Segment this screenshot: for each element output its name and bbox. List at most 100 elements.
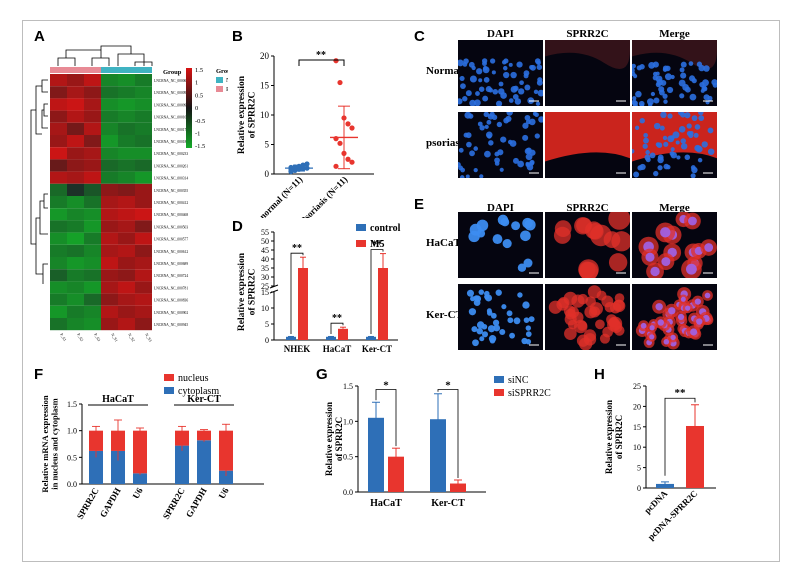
nucleus [495,100,503,106]
y-tick-label: 25 [261,282,269,291]
heatmap-cell [101,159,118,172]
nucleus [653,97,660,104]
nucleus [698,112,704,116]
colorbar-tick-label: 1 [195,80,198,87]
nucleus [524,148,532,155]
nucleus [481,323,488,330]
nucleus [670,334,676,341]
nucleus [523,70,530,76]
legend-swatch [164,387,174,394]
y-axis-label-line: Relative expression [237,252,247,331]
nucleus [680,296,686,302]
heatmap-cell [50,98,67,111]
chart-g: 0.0 0.5 1.0 1.5 Relative expressionof SPRR2C… [324,375,551,509]
bar-segment [175,430,189,446]
bar [686,425,704,488]
nucleus [460,167,466,173]
cytoplasm-stain [614,293,625,303]
red-stain-region [632,40,717,69]
heatmap-cell [101,196,118,209]
nucleus [524,114,531,121]
data-point [337,140,343,146]
panel-label-e: E [414,196,425,213]
y-axis-label-line: of SPRR2C [248,92,258,139]
heatmap-cell [84,220,101,233]
nucleus [664,73,672,81]
nucleus [492,319,500,326]
nucleus [649,152,656,159]
nucleus [465,90,472,97]
nucleus [506,112,513,116]
heatmap-row-label: LNCRNA_NC_000233 [154,152,188,156]
nucleus [668,307,676,315]
nucleus [696,61,703,67]
nucleus [495,289,502,296]
cytoplasm-stain [595,319,605,330]
nucleus [707,127,714,134]
y-axis-label-line: Relative expression [324,402,334,476]
nucleus [658,86,665,93]
y-tick-label: 5 [265,140,270,150]
nucleus [656,142,663,149]
data-point [349,125,355,131]
heatmap-cell [84,281,101,294]
heatmap-cell [50,208,67,221]
y-axis-label-line: Relative mRNA expression [40,395,50,492]
heatmap-cell [67,135,84,148]
nucleus [678,126,686,133]
nucleus [490,312,497,319]
cytoplasm-stain [590,224,612,247]
y-axis-label-line: Relative expression [237,75,247,154]
nucleus [472,339,479,347]
heatmap-cell [67,196,84,209]
nucleus [533,89,539,95]
cytoplasm-stain [553,226,571,244]
cytoplasm-stain [584,305,598,319]
heatmap-cell [118,171,135,184]
nucleus [522,134,529,141]
nucleus [684,154,691,161]
nucleus [524,84,531,91]
significance-bracket [437,389,459,478]
nucleus [653,71,658,77]
y-axis-label-line: of SPRR2C [334,417,344,461]
nucleus [635,90,642,98]
nucleus [463,58,469,64]
nucleus [645,252,655,262]
data-point [345,156,351,162]
bar [298,268,308,340]
micro-image-merge [632,112,717,178]
heatmap-cell [50,293,67,306]
nucleus [525,339,532,345]
nucleus [525,153,533,161]
nucleus [483,112,490,118]
micro-col-title: SPRR2C [566,28,609,40]
heatmap-cell [101,269,118,282]
heatmap-cell [135,122,152,135]
heatmap-group-title: Group [163,69,182,76]
y-axis-label-line: Relative expression [604,400,614,474]
y-tick-label: 0 [265,169,270,179]
micro-image-dapi [458,284,543,350]
legend-swatch [494,389,504,396]
heatmap-cell [67,122,84,135]
bar-segment [89,430,103,451]
heatmap-cell [67,293,84,306]
data-point [337,79,343,86]
colorbar [186,68,192,148]
heatmap-row-label: LNCRNA_NC_000781 [154,286,188,290]
nucleus [663,339,670,345]
bar-segment [219,430,233,471]
heatmap-row-label: LNCRNA_NC_000097 [154,103,188,107]
y-tick-label: 0 [265,336,269,345]
bar-segment [219,470,233,484]
y-tick-label: 0.0 [343,488,353,497]
heatmap-cell [118,183,135,196]
nucleus [534,58,541,65]
heatmap-col-label: N_S3 [144,332,153,342]
x-tick-label: NHEK [284,344,311,354]
heatmap-cell [118,110,135,123]
cytoplasm-stain [608,316,623,331]
nucleus [471,326,478,333]
heatmap-panel: LNCRNA_NC_000061 LNCRNA_NC_000094 LNCRNA_N… [30,45,228,343]
